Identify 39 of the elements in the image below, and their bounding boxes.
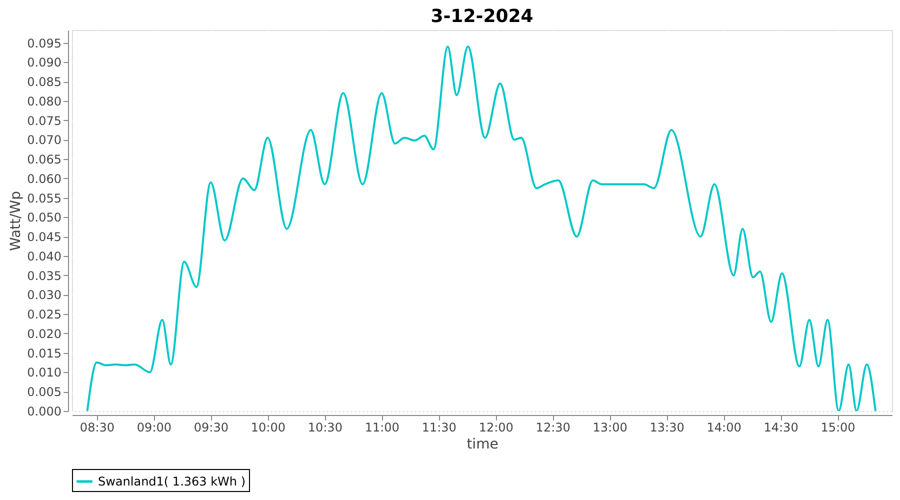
y-tick-label: 0.050	[27, 210, 62, 225]
y-tick-label: 0.005	[27, 385, 62, 400]
y-tick-label: 0.045	[27, 230, 62, 244]
y-tick-label: 0.030	[27, 288, 62, 302]
y-tick-label: 0.085	[27, 75, 62, 90]
x-axis-title: time	[466, 436, 498, 452]
y-tick-label: 0.080	[27, 94, 62, 108]
x-tick-label: 10:00	[250, 420, 286, 434]
x-tick-label: 14:00	[706, 420, 742, 434]
x-tick-label: 11:00	[364, 420, 400, 434]
y-tick-label: 0.095	[27, 36, 62, 50]
y-tick-label: 0.035	[27, 268, 62, 283]
chart-title: 3-12-2024	[430, 6, 534, 27]
y-tick-label: 0.015	[27, 346, 62, 360]
y-tick-label: 0.055	[27, 191, 62, 206]
x-tick-label: 12:00	[478, 420, 514, 434]
y-axis-title: Watt/Wp	[8, 190, 24, 251]
y-tick-label: 0.020	[27, 326, 62, 341]
x-tick-label: 08:30	[80, 420, 115, 434]
y-tick-label: 0.075	[27, 114, 62, 128]
x-tick-label: 12:30	[536, 420, 570, 434]
y-tick-label: 0.090	[27, 56, 62, 70]
line-series	[86, 46, 876, 411]
x-tick-label: 09:00	[136, 420, 172, 434]
x-tick-label: 09:30	[194, 420, 228, 434]
x-tick-label: 15:00	[820, 420, 856, 434]
y-tick-label: 0.065	[27, 152, 62, 167]
y-tick-label: 0.070	[27, 133, 62, 148]
x-tick-label: 13:30	[650, 420, 684, 434]
y-tick-label: 0.000	[27, 404, 62, 418]
x-tick-label: 11:30	[422, 420, 456, 434]
x-tick-label: 14:30	[764, 420, 798, 434]
y-tick-label: 0.040	[27, 249, 62, 264]
y-tick-label: 0.025	[27, 308, 62, 322]
y-tick-label: 0.060	[27, 172, 62, 186]
x-tick-label: 13:00	[592, 420, 628, 434]
x-tick-label: 10:30	[308, 420, 342, 434]
legend-label: Swanland1( 1.363 kWh )	[98, 474, 246, 488]
y-tick-label: 0.010	[27, 366, 62, 380]
